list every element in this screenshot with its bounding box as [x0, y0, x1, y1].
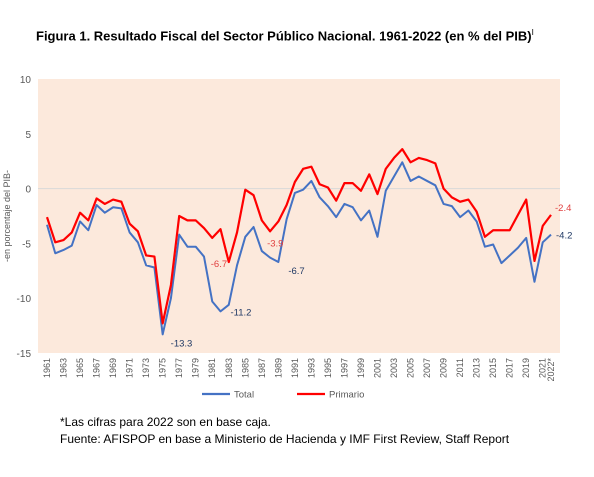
legend-label: Total	[234, 390, 254, 401]
y-tick-label: 10	[20, 75, 32, 86]
y-tick-label: 5	[25, 130, 31, 141]
y-tick-label: -5	[22, 239, 31, 250]
x-tick-label: 1971	[125, 358, 135, 378]
x-tick-label: 2022*	[546, 358, 556, 382]
x-tick-label: 1961	[42, 358, 52, 378]
x-tick-label: 1977	[174, 358, 184, 378]
x-tick-label: 1999	[356, 358, 366, 378]
x-tick-label: 1979	[191, 358, 201, 378]
data-label: -13.3	[171, 338, 193, 349]
data-label: -6.7	[288, 266, 304, 277]
x-tick-label: 1983	[224, 358, 234, 378]
plot-background	[38, 79, 560, 353]
data-annotations: -13.3 -11.2 -6.7 -3.9 -6.7 -2.4 -4.2	[171, 203, 573, 349]
data-label: -6.7	[211, 259, 227, 270]
x-tick-label: 1991	[290, 358, 300, 378]
x-tick-label: 2015	[488, 358, 498, 378]
x-tick-label: 1995	[323, 358, 333, 378]
x-tick-label: 2005	[406, 358, 416, 378]
x-tick-label: 1989	[273, 358, 283, 378]
note-source: Fuente: AFISPOP en base a Ministerio de …	[60, 432, 510, 446]
x-tick-label: 1967	[92, 358, 102, 378]
title-superscript: I	[531, 28, 534, 37]
data-label: -4.2	[556, 231, 572, 242]
x-tick-label: 2013	[472, 358, 482, 378]
x-tick-label: 2003	[389, 358, 399, 378]
series-line-primario	[45, 148, 552, 325]
x-tick-labels: 1961 1963 1965 1967 1969 1971 1973 1975 1977 1979…	[42, 358, 556, 382]
x-tick-label: 1981	[207, 358, 217, 378]
x-tick-label: 2019	[521, 358, 531, 378]
x-tick-label: 1993	[306, 358, 316, 378]
data-label: -2.4	[555, 203, 571, 214]
chart-title: Figura 1. Resultado Fiscal del Sector Pú…	[36, 28, 534, 44]
x-tick-label: 1963	[59, 358, 69, 378]
series-line-total	[46, 161, 552, 336]
x-tick-label: 2011	[455, 358, 465, 377]
x-tick-label: 2017	[505, 358, 515, 378]
legend: Total Primario	[202, 390, 364, 401]
x-tick-label: 2009	[439, 358, 449, 378]
x-tick-label: 2007	[422, 358, 432, 378]
y-axis-label: -en porcentaje del PIB-	[2, 170, 12, 262]
series-lines	[45, 148, 552, 336]
data-label: -11.2	[231, 307, 252, 318]
y-tick-labels: 10 5 0 -5 -10 -15	[17, 75, 32, 360]
y-tick-label: -15	[17, 349, 32, 360]
x-tick-label: 2021	[538, 358, 548, 378]
x-tick-label: 1969	[108, 358, 118, 378]
x-tick-label: 1997	[339, 358, 349, 378]
y-tick-label: -10	[17, 294, 32, 305]
note-caja: *Las cifras para 2022 son en base caja.	[60, 415, 271, 429]
x-tick-label: 1987	[257, 358, 267, 378]
x-tick-label: 1975	[158, 358, 168, 378]
x-tick-label: 1965	[75, 358, 85, 378]
x-tick-label: 1973	[141, 358, 151, 378]
data-label: -3.9	[267, 238, 283, 249]
y-tick-label: 0	[25, 185, 31, 196]
x-tick-label: 1985	[240, 358, 250, 378]
x-tick-label: 2001	[372, 358, 382, 378]
legend-label: Primario	[329, 390, 364, 401]
